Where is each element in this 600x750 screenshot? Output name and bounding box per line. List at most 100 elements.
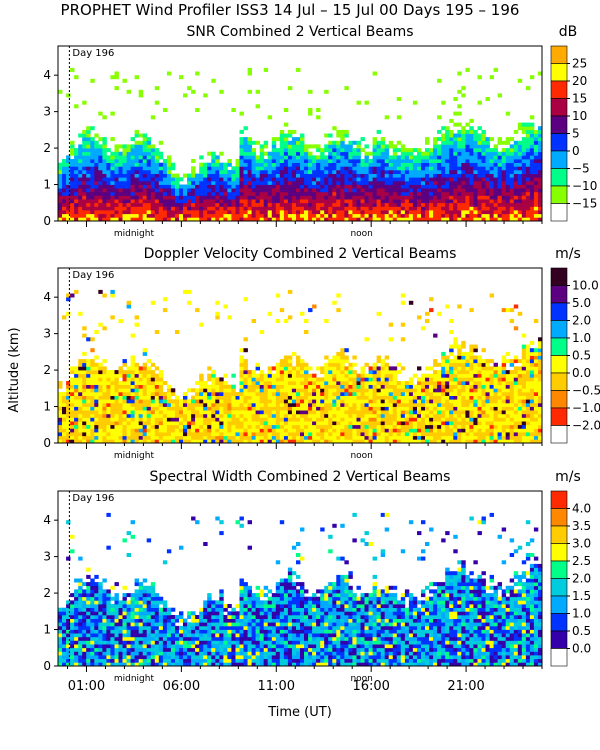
heatmap-cell: [473, 210, 478, 215]
heatmap-cell: [267, 381, 273, 385]
heatmap-cell: [279, 406, 285, 411]
heatmap-cell: [320, 180, 325, 185]
heatmap-cell: [166, 432, 172, 437]
heatmap-cell: [267, 162, 273, 167]
heatmap-cell: [300, 410, 305, 415]
heatmap-cell: [215, 206, 220, 211]
heatmap-cell: [94, 366, 99, 371]
heatmap-cell: [348, 384, 353, 389]
heatmap-cell: [166, 191, 172, 196]
heatmap-cell: [493, 188, 498, 193]
heatmap-cell: [308, 151, 313, 156]
heatmap-cell: [308, 421, 313, 426]
heatmap-cell: [279, 410, 285, 415]
heatmap-cell: [332, 362, 337, 367]
heatmap-cell: [529, 210, 535, 215]
heatmap-cell: [429, 421, 434, 426]
heatmap-cell: [291, 410, 297, 415]
heatmap-cell: [461, 213, 466, 218]
heatmap-cell: [130, 399, 135, 404]
heatmap-cell: [352, 217, 357, 222]
heatmap-cell: [70, 210, 75, 215]
heatmap-cell: [267, 177, 273, 182]
heatmap-cell: [493, 199, 498, 204]
heatmap-cell: [118, 366, 123, 371]
heatmap-cell: [380, 202, 386, 207]
heatmap-cell: [130, 359, 135, 364]
heatmap-cell: [243, 206, 248, 211]
heatmap-cell: [481, 202, 486, 207]
heatmap-cell: [425, 166, 430, 171]
heatmap-cell: [481, 432, 486, 437]
heatmap-cell: [433, 217, 438, 222]
heatmap-cell: [417, 392, 422, 396]
heatmap-cell: [134, 184, 139, 189]
heatmap-cell: [517, 217, 523, 222]
heatmap-cell: [142, 202, 148, 207]
heatmap-cell: [300, 155, 305, 160]
heatmap-cell: [263, 217, 269, 222]
heatmap-cell: [372, 410, 377, 415]
heatmap-cell: [328, 362, 333, 367]
heatmap-cell: [344, 348, 349, 353]
heatmap-cell: [94, 392, 99, 396]
heatmap-cell: [142, 435, 148, 440]
heatmap-cell: [82, 432, 87, 437]
heatmap-cell: [215, 300, 220, 305]
heatmap-cell: [316, 159, 321, 163]
heatmap-cell: [150, 428, 156, 433]
heatmap-cell: [433, 381, 438, 385]
heatmap-cell: [376, 395, 381, 400]
heatmap-cell: [251, 319, 256, 323]
heatmap-cell: [388, 435, 394, 440]
heatmap-cell: [291, 159, 297, 163]
heatmap-cell: [279, 217, 285, 222]
heatmap-cell: [396, 180, 402, 185]
heatmap-cell: [340, 384, 345, 389]
heatmap-cell: [296, 362, 301, 367]
heatmap-cell: [465, 421, 470, 426]
heatmap-cell: [259, 432, 265, 437]
heatmap-cell: [58, 170, 63, 174]
heatmap-cell: [263, 406, 269, 411]
heatmap-cell: [372, 162, 377, 167]
heatmap-cell: [372, 137, 377, 142]
heatmap-cell: [376, 206, 381, 211]
heatmap-cell: [376, 199, 381, 204]
heatmap-cell: [82, 351, 87, 356]
heatmap-cell: [473, 421, 478, 426]
heatmap-cell: [275, 155, 281, 160]
heatmap-cell: [364, 373, 369, 378]
heatmap-cell: [433, 432, 438, 437]
heatmap-cell: [170, 417, 176, 422]
heatmap-cell: [372, 191, 377, 196]
heatmap-cell: [251, 191, 256, 196]
heatmap-cell: [126, 439, 131, 444]
heatmap-cell: [259, 402, 265, 407]
heatmap-cell: [291, 417, 297, 422]
heatmap-cell: [150, 170, 156, 174]
heatmap-cell: [380, 188, 386, 193]
heatmap-cell: [82, 388, 87, 393]
heatmap-cell: [122, 78, 127, 83]
heatmap-cell: [263, 206, 269, 211]
heatmap-cell: [291, 402, 297, 407]
heatmap-cell: [316, 170, 321, 174]
heatmap-cell: [372, 166, 377, 171]
heatmap-cell: [529, 177, 535, 182]
heatmap-cell: [98, 417, 103, 422]
heatmap-cell: [287, 402, 293, 407]
heatmap-cell: [239, 395, 244, 400]
heatmap-cell: [74, 195, 79, 200]
heatmap-cell: [348, 184, 353, 189]
heatmap-cell: [239, 348, 244, 353]
heatmap-cell: [517, 199, 523, 204]
heatmap-cell: [283, 199, 289, 204]
heatmap-cell: [62, 439, 67, 444]
heatmap-cell: [207, 417, 212, 422]
heatmap-cell: [417, 159, 422, 163]
heatmap-cell: [340, 184, 345, 189]
heatmap-cell: [126, 210, 131, 215]
heatmap-cell: [138, 173, 144, 178]
heatmap-cell: [408, 202, 414, 207]
